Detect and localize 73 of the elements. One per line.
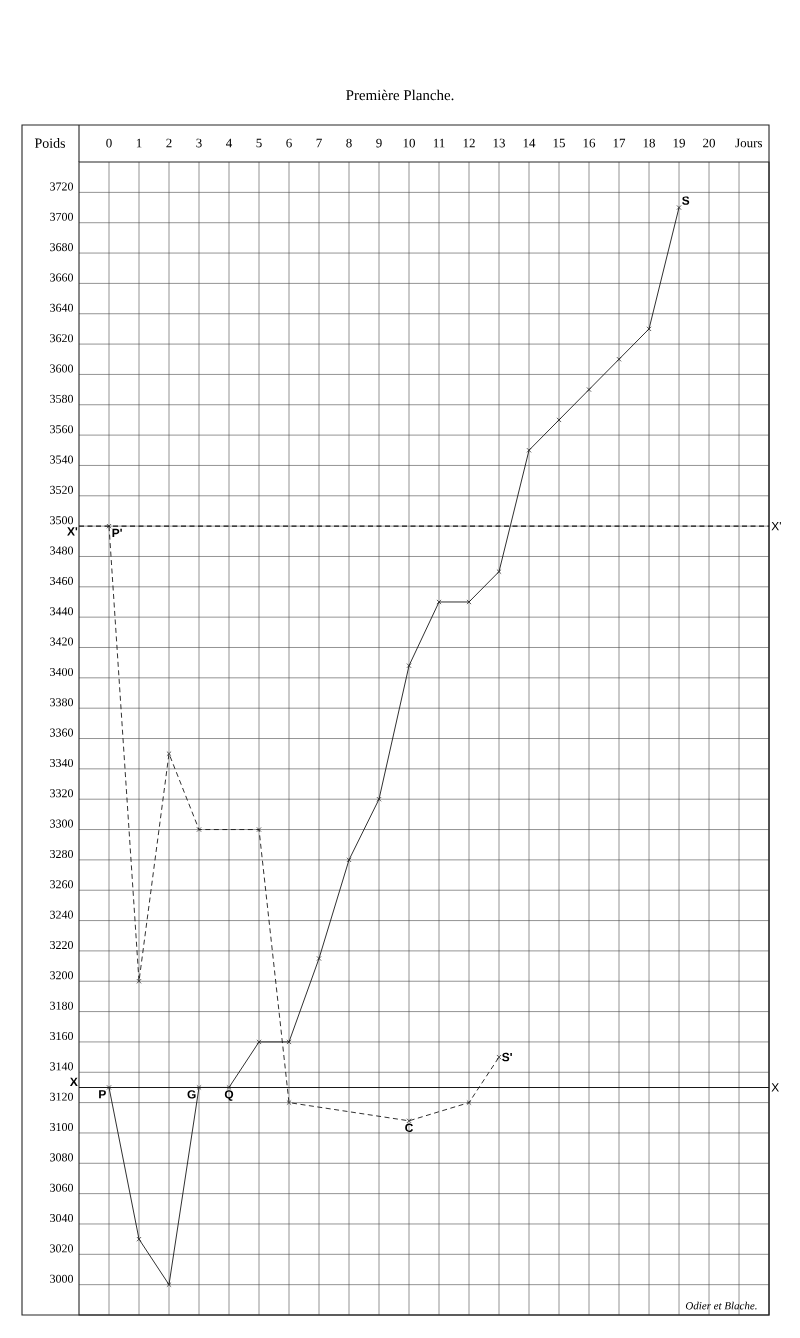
- x-tick-label: 16: [583, 138, 596, 148]
- y-tick-label: 3100: [50, 1123, 74, 1132]
- x-tick-label: 13: [493, 138, 505, 148]
- y-tick-label: 3520: [50, 485, 74, 494]
- x-tick-label: 2: [166, 138, 172, 148]
- ref-line-label: X': [67, 527, 78, 536]
- y-tick-label: 3440: [50, 607, 74, 616]
- x-tick-label: 12: [463, 138, 475, 148]
- y-axis-title: Poids: [34, 138, 65, 148]
- y-tick-label: 3660: [50, 273, 74, 282]
- y-tick-label: 3060: [50, 1183, 74, 1192]
- y-tick-label: 3600: [50, 364, 74, 373]
- x-tick-label: 6: [286, 138, 292, 148]
- y-tick-label: 3580: [50, 394, 74, 403]
- x-tick-label: 5: [256, 138, 262, 148]
- y-tick-label: 3380: [50, 698, 74, 707]
- y-tick-label: 3220: [50, 940, 74, 950]
- annotation: Odier et Blache.: [685, 1301, 757, 1310]
- x-tick-label: 14: [523, 138, 536, 148]
- y-tick-label: 3640: [50, 303, 74, 312]
- y-tick-label: 3240: [50, 910, 74, 919]
- text: X: [771, 1083, 779, 1092]
- x-axis-title: Jours: [735, 138, 763, 148]
- y-tick-label: 3160: [50, 1031, 74, 1041]
- y-tick-label: 3540: [50, 455, 74, 464]
- y-tick-label: 3040: [50, 1214, 74, 1223]
- x-tick-label: 17: [613, 138, 626, 148]
- y-tick-label: 3280: [50, 849, 74, 858]
- x-tick-label: 4: [226, 138, 233, 148]
- y-tick-label: 3020: [50, 1244, 74, 1253]
- y-tick-label: 3260: [50, 880, 74, 889]
- annotation: S': [502, 1052, 512, 1062]
- annotation: C: [405, 1123, 414, 1132]
- y-tick-label: 3620: [50, 334, 74, 343]
- text: X': [771, 522, 781, 531]
- y-tick-label: 3200: [50, 971, 74, 980]
- y-tick-label: 3080: [50, 1153, 74, 1162]
- x-tick-label: 8: [346, 138, 352, 148]
- annotation: G: [187, 1090, 196, 1099]
- y-tick-label: 3560: [50, 425, 74, 434]
- y-tick-label: 3420: [50, 637, 74, 646]
- y-tick-label: 3400: [50, 667, 74, 676]
- x-tick-label: 0: [106, 138, 112, 148]
- y-tick-label: 3480: [50, 546, 74, 555]
- y-tick-label: 3360: [50, 728, 74, 737]
- x-tick-label: 11: [433, 138, 445, 148]
- y-tick-label: 3680: [50, 243, 74, 252]
- y-tick-label: 3500: [50, 516, 74, 525]
- annotation: P: [99, 1090, 106, 1099]
- x-tick-label: 18: [643, 138, 655, 148]
- x-tick-label: 20: [703, 138, 715, 148]
- x-tick-label: 9: [376, 138, 382, 148]
- x-tick-label: 7: [316, 138, 322, 148]
- x-tick-label: 15: [553, 138, 565, 148]
- ref-line-label: X: [69, 1077, 78, 1086]
- y-tick-label: 3180: [50, 1001, 74, 1010]
- x-tick-label: 19: [673, 138, 685, 148]
- annotation: Q: [224, 1090, 234, 1101]
- y-tick-label: 3000: [50, 1274, 74, 1283]
- y-tick-label: 3700: [50, 212, 74, 221]
- chart-title: Première Planche.: [346, 89, 454, 101]
- y-tick-label: 3720: [50, 182, 74, 191]
- x-tick-label: 1: [136, 138, 142, 148]
- annotation: P': [112, 528, 122, 538]
- x-tick-label: 10: [403, 138, 415, 148]
- y-tick-label: 3340: [50, 758, 74, 767]
- y-tick-label: 3320: [50, 789, 74, 798]
- y-tick-label: 3300: [50, 819, 74, 828]
- y-tick-label: 3460: [50, 576, 74, 585]
- y-tick-label: 3140: [50, 1062, 74, 1071]
- y-tick-label: 3120: [50, 1092, 74, 1101]
- annotation: S: [682, 196, 690, 205]
- x-tick-label: 3: [196, 138, 202, 148]
